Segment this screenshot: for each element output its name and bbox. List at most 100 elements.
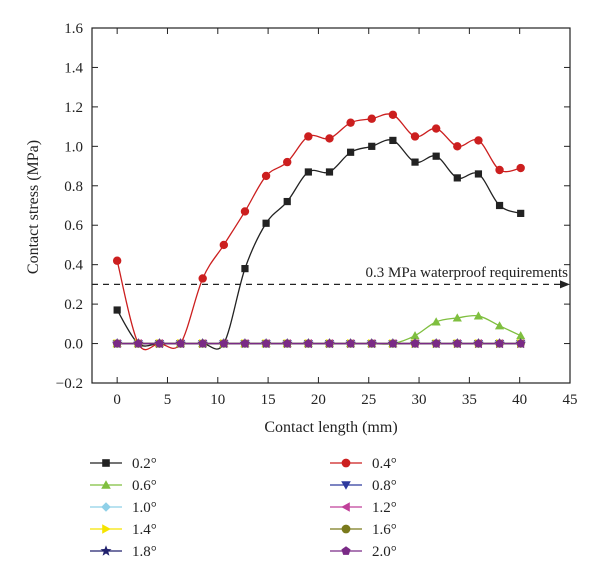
series-markers <box>112 110 525 348</box>
plot-frame <box>91 27 571 384</box>
data-point <box>474 170 483 178</box>
x-tick-label: 35 <box>462 392 477 408</box>
data-point <box>219 338 229 348</box>
x-tick-label: 15 <box>261 392 276 408</box>
data-point <box>453 174 461 182</box>
data-point <box>282 338 292 348</box>
data-point <box>388 110 398 119</box>
x-tick-label: 20 <box>311 392 326 408</box>
legend-marker <box>101 480 111 489</box>
legend-item: 1.4° <box>90 522 157 538</box>
legend-marker <box>101 502 111 512</box>
data-point <box>432 152 440 160</box>
data-point <box>304 132 313 141</box>
legend-label: 1.4° <box>132 522 157 538</box>
y-tick-label: 0.6 <box>64 218 83 234</box>
legend-item: 0.2° <box>90 456 157 472</box>
legend-label: 0.4° <box>372 456 397 472</box>
x-tick-label: 45 <box>563 392 578 408</box>
y-tick-label: 0.8 <box>64 179 83 195</box>
data-point <box>410 132 420 141</box>
legend-item: 2.0° <box>330 544 397 560</box>
data-point <box>473 311 484 320</box>
y-axis-label: Contact stress (MPa) <box>25 140 42 274</box>
legend-item: 0.8° <box>330 478 397 494</box>
y-tick-label: 0.0 <box>64 337 83 353</box>
x-tick-label: 40 <box>512 392 527 408</box>
data-point <box>516 338 526 348</box>
data-point <box>113 306 121 314</box>
data-point <box>452 338 462 348</box>
x-tick-label: 30 <box>412 392 427 408</box>
data-point <box>176 338 185 348</box>
legend-marker <box>341 481 351 490</box>
data-point <box>261 338 271 348</box>
data-point <box>453 142 462 151</box>
annotation-layer: 0.3 MPa waterproof requirements <box>92 265 570 289</box>
legend-item: 1.2° <box>330 500 397 516</box>
data-point <box>241 265 249 273</box>
legend-item: 1.6° <box>330 522 397 538</box>
data-point <box>495 165 504 175</box>
data-point <box>325 338 334 348</box>
data-point <box>410 331 420 340</box>
data-point <box>474 136 483 145</box>
legend-marker <box>341 546 351 555</box>
data-point <box>474 338 483 348</box>
data-point <box>346 338 355 348</box>
data-point <box>155 338 164 348</box>
legend-label: 0.8° <box>372 478 397 494</box>
data-point <box>262 219 270 227</box>
data-point <box>346 118 355 127</box>
legend-label: 0.2° <box>132 456 157 472</box>
legend-marker <box>341 502 350 512</box>
legend-item: 0.4° <box>330 456 397 472</box>
legend-label: 0.6° <box>132 478 157 494</box>
x-tick-label: 0 <box>113 392 121 408</box>
data-point <box>431 317 441 326</box>
legend-marker <box>341 524 351 534</box>
legend: 0.2° 0.4° 0.6° 0.8° 1.0° 1.2° 1.4° 1.6° 1.8° 2.0° <box>90 456 397 560</box>
data-point <box>516 331 526 340</box>
y-tick-label: 1.6 <box>64 21 83 37</box>
y-tick-label: 1.2 <box>64 100 83 116</box>
x-tick-label: 10 <box>210 392 225 408</box>
data-point <box>389 136 397 145</box>
y-tick-label: −0.2 <box>56 376 83 392</box>
legend-marker <box>102 524 111 534</box>
data-point <box>219 240 229 250</box>
legend-label: 1.2° <box>372 500 397 516</box>
data-point <box>495 338 504 348</box>
data-point <box>133 338 143 348</box>
legend-marker <box>341 458 351 468</box>
data-point <box>304 168 312 176</box>
legend-label: 1.6° <box>372 522 397 538</box>
data-point <box>112 256 122 265</box>
data-point <box>368 142 376 150</box>
y-tick-label: 1.4 <box>64 60 83 76</box>
series-markers <box>113 136 525 348</box>
data-point <box>495 201 504 210</box>
data-point <box>367 338 377 348</box>
data-point <box>411 158 419 166</box>
x-axis-label: Contact length (mm) <box>264 419 397 436</box>
legend-label: 1.8° <box>132 544 157 560</box>
data-point <box>198 338 208 348</box>
legend-item: 1.8° <box>90 544 157 560</box>
x-tick-label: 5 <box>164 392 172 408</box>
data-point <box>367 114 376 123</box>
data-point <box>112 338 122 348</box>
data-point <box>261 171 271 181</box>
data-point <box>431 338 441 348</box>
series-markers <box>112 338 526 348</box>
legend-item: 0.6° <box>90 478 157 494</box>
y-tick-label: 0.2 <box>64 297 83 313</box>
data-point <box>388 338 398 348</box>
data-point <box>347 148 355 156</box>
y-tick-label: 1.0 <box>64 139 83 155</box>
axes: 0 5 10 15 20 25 30 35 40 45 −0.2 0.0 0.2 0.4 0.6 0.8 1.0… <box>56 21 578 408</box>
data-point <box>240 338 250 348</box>
data-point <box>516 163 525 173</box>
legend-marker <box>100 545 112 556</box>
